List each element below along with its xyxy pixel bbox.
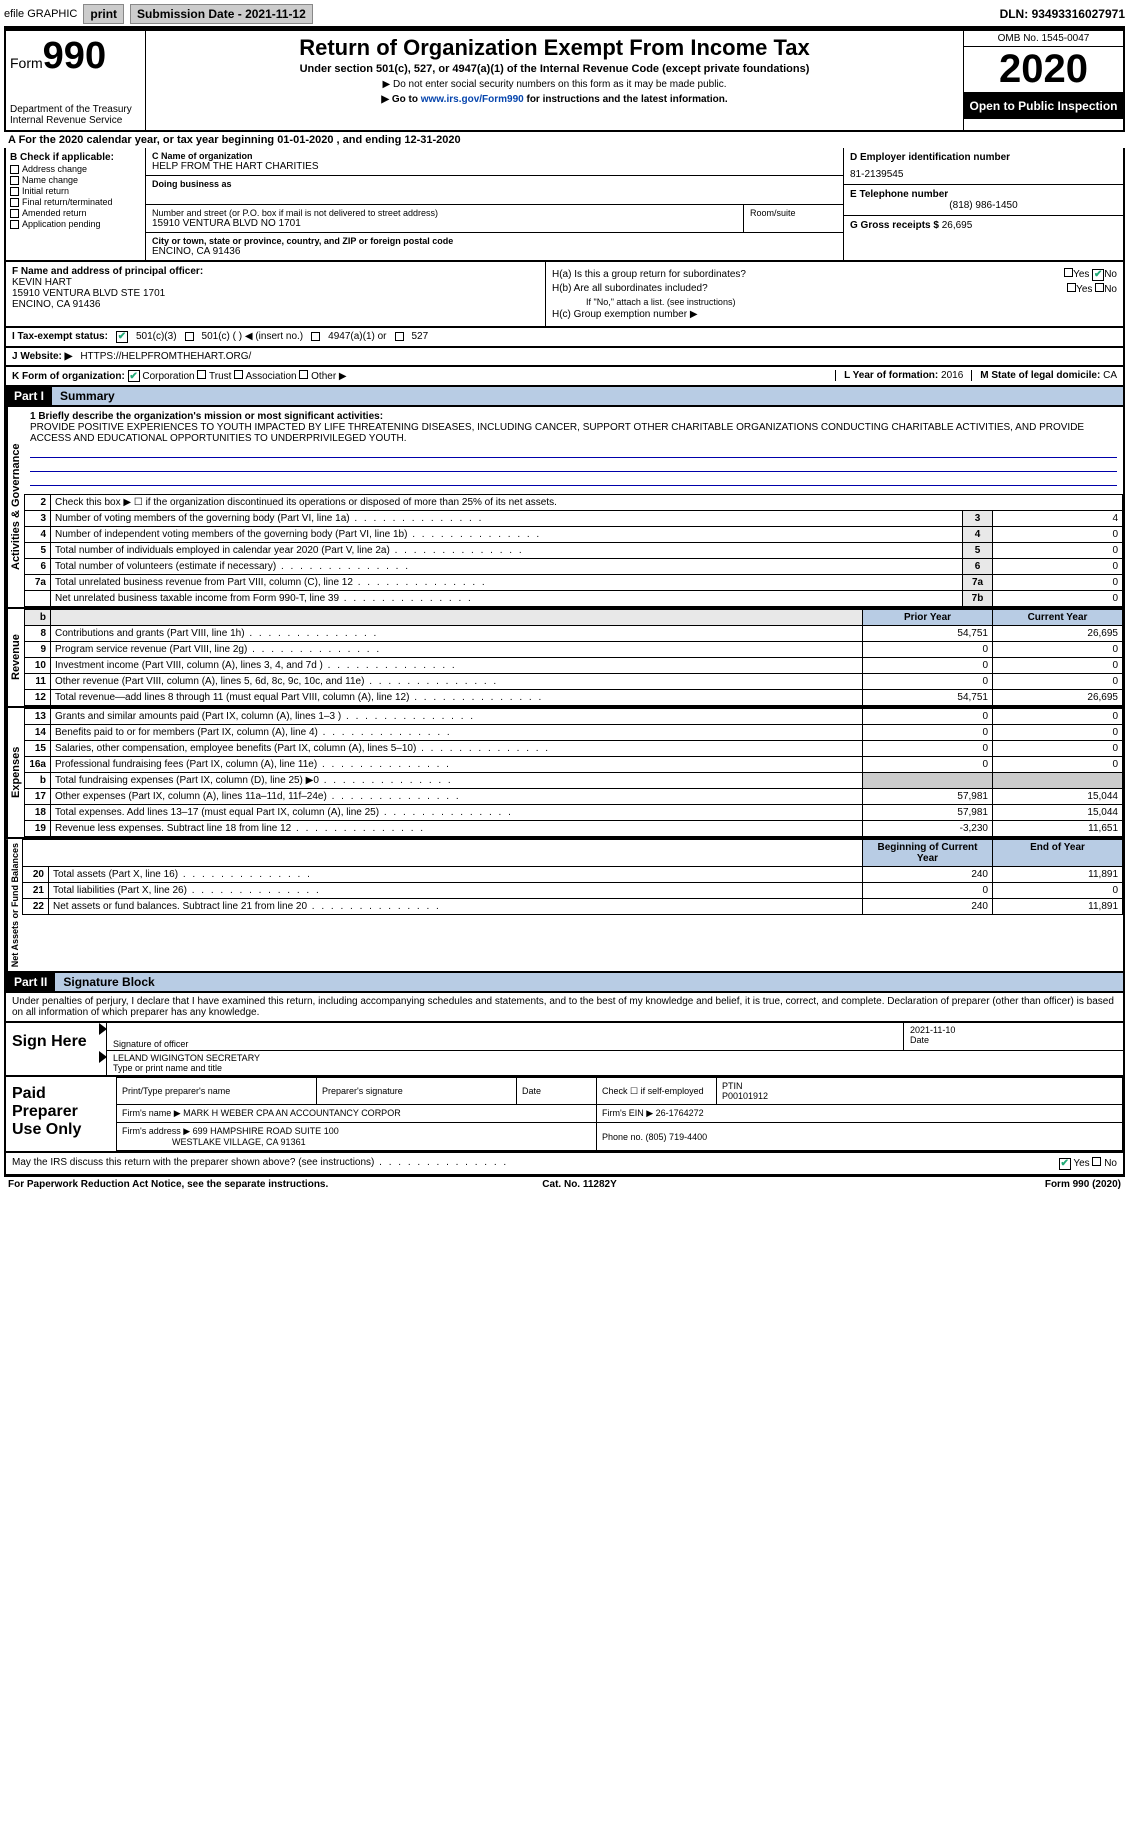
hb-yes-checkbox[interactable] [1067, 283, 1076, 292]
corp-checkbox[interactable]: ✔ [128, 370, 140, 382]
firm-address: 699 HAMPSHIRE ROAD SUITE 100 [193, 1126, 339, 1136]
department: Department of the Treasury Internal Reve… [10, 104, 141, 126]
part-i-header: Part I [6, 387, 52, 405]
section-h: H(a) Is this a group return for subordin… [546, 262, 1123, 326]
section-c: C Name of organization HELP FROM THE HAR… [146, 148, 843, 260]
print-button[interactable]: print [83, 4, 124, 24]
527-checkbox[interactable] [395, 332, 404, 341]
gross-receipts: 26,695 [942, 220, 973, 231]
org-name: HELP FROM THE HART CHARITIES [152, 161, 837, 172]
revenue-table: b Prior Year Current Year 8Contributions… [24, 609, 1123, 706]
dln: DLN: 93493316027971 [1000, 7, 1125, 21]
officer-name: KEVIN HART [12, 277, 539, 288]
application-pending-checkbox[interactable] [10, 220, 19, 229]
expenses-label: Expenses [6, 708, 24, 837]
irs-link[interactable]: www.irs.gov/Form990 [421, 94, 524, 105]
501c3-checkbox[interactable]: ✔ [116, 331, 128, 343]
form-subtitle: Under section 501(c), 527, or 4947(a)(1)… [154, 63, 955, 75]
trust-checkbox[interactable] [197, 370, 206, 379]
top-bar: efile GRAPHIC print Submission Date - 20… [4, 4, 1125, 29]
penalty-statement: Under penalties of perjury, I declare th… [4, 993, 1125, 1023]
form-number: Form990 [10, 35, 141, 78]
room-suite: Room/suite [743, 205, 843, 232]
city-state-zip: ENCINO, CA 91436 [152, 246, 837, 257]
signature-block: Sign Here Signature of officer 2021-11-1… [4, 1023, 1125, 1077]
page-footer: For Paperwork Reduction Act Notice, see … [4, 1176, 1125, 1192]
ein: 81-2139545 [850, 169, 1117, 180]
section-j: J Website: ▶ HTTPS://HELPFROMTHEHART.ORG… [4, 348, 1125, 367]
omb-number: OMB No. 1545-0047 [964, 31, 1123, 47]
address-change-checkbox[interactable] [10, 165, 19, 174]
officer-name-title: LELAND WIGINGTON SECRETARY [113, 1053, 1117, 1063]
section-de: D Employer identification number 81-2139… [843, 148, 1123, 260]
part-i-title: Summary [52, 387, 1123, 405]
activities-governance-label: Activities & Governance [6, 407, 24, 607]
efile-label: efile GRAPHIC [4, 8, 77, 20]
form-header: Form990 Department of the Treasury Inter… [4, 29, 1125, 132]
section-i: I Tax-exempt status: ✔501(c)(3) 501(c) (… [4, 328, 1125, 348]
arrow-icon [99, 1023, 107, 1035]
telephone: (818) 986-1450 [850, 200, 1117, 211]
hb-no-checkbox[interactable] [1095, 283, 1104, 292]
ha-no-checkbox[interactable]: ✔ [1092, 269, 1104, 281]
ptin: P00101912 [722, 1091, 1117, 1101]
net-assets-table: Beginning of Current Year End of Year 20… [22, 839, 1123, 915]
firm-ein: 26-1764272 [656, 1108, 704, 1118]
discuss-yes-checkbox[interactable]: ✔ [1059, 1158, 1071, 1170]
revenue-label: Revenue [6, 609, 24, 706]
name-change-checkbox[interactable] [10, 176, 19, 185]
discuss-line: May the IRS discuss this return with the… [4, 1153, 1125, 1176]
net-assets-label: Net Assets or Fund Balances [6, 839, 22, 971]
state-domicile: CA [1103, 370, 1117, 381]
governance-table: 2Check this box ▶ ☐ if the organization … [24, 494, 1123, 607]
year-formation: 2016 [941, 370, 963, 381]
goto-note: ▶ Go to www.irs.gov/Form990 for instruct… [154, 94, 955, 105]
section-f: F Name and address of principal officer:… [6, 262, 546, 326]
tax-year-line: A For the 2020 calendar year, or tax yea… [4, 132, 1125, 148]
discuss-no-checkbox[interactable] [1092, 1157, 1101, 1166]
assoc-checkbox[interactable] [234, 370, 243, 379]
section-klm: K Form of organization: ✔ Corporation Tr… [4, 367, 1125, 388]
submission-date-box: Submission Date - 2021-11-12 [130, 4, 313, 24]
firm-phone: (805) 719-4400 [646, 1132, 708, 1142]
form-title: Return of Organization Exempt From Incom… [154, 35, 955, 61]
tax-year: 2020 [964, 47, 1123, 93]
final-return-checkbox[interactable] [10, 198, 19, 207]
amended-return-checkbox[interactable] [10, 209, 19, 218]
paid-preparer-block: Paid Preparer Use Only Print/Type prepar… [4, 1077, 1125, 1153]
website-url: HTTPS://HELPFROMTHEHART.ORG/ [80, 351, 251, 362]
other-checkbox[interactable] [299, 370, 308, 379]
section-b: B Check if applicable: Address change Na… [6, 148, 146, 260]
4947-checkbox[interactable] [311, 332, 320, 341]
part-ii-title: Signature Block [55, 973, 1123, 991]
mission-text: PROVIDE POSITIVE EXPERIENCES TO YOUTH IM… [30, 422, 1117, 444]
part-ii-header: Part II [6, 973, 55, 991]
dba [152, 189, 837, 201]
initial-return-checkbox[interactable] [10, 187, 19, 196]
street-address: 15910 VENTURA BLVD NO 1701 [152, 218, 737, 229]
sign-date: 2021-11-10 [910, 1025, 1117, 1035]
ha-yes-checkbox[interactable] [1064, 268, 1073, 277]
expenses-table: 13Grants and similar amounts paid (Part … [24, 708, 1123, 837]
firm-name: MARK H WEBER CPA AN ACCOUNTANCY CORPOR [183, 1108, 401, 1118]
501c-checkbox[interactable] [185, 332, 194, 341]
ssn-note: ▶ Do not enter social security numbers o… [154, 79, 955, 90]
open-to-public: Open to Public Inspection [964, 93, 1123, 119]
arrow-icon [99, 1051, 107, 1063]
